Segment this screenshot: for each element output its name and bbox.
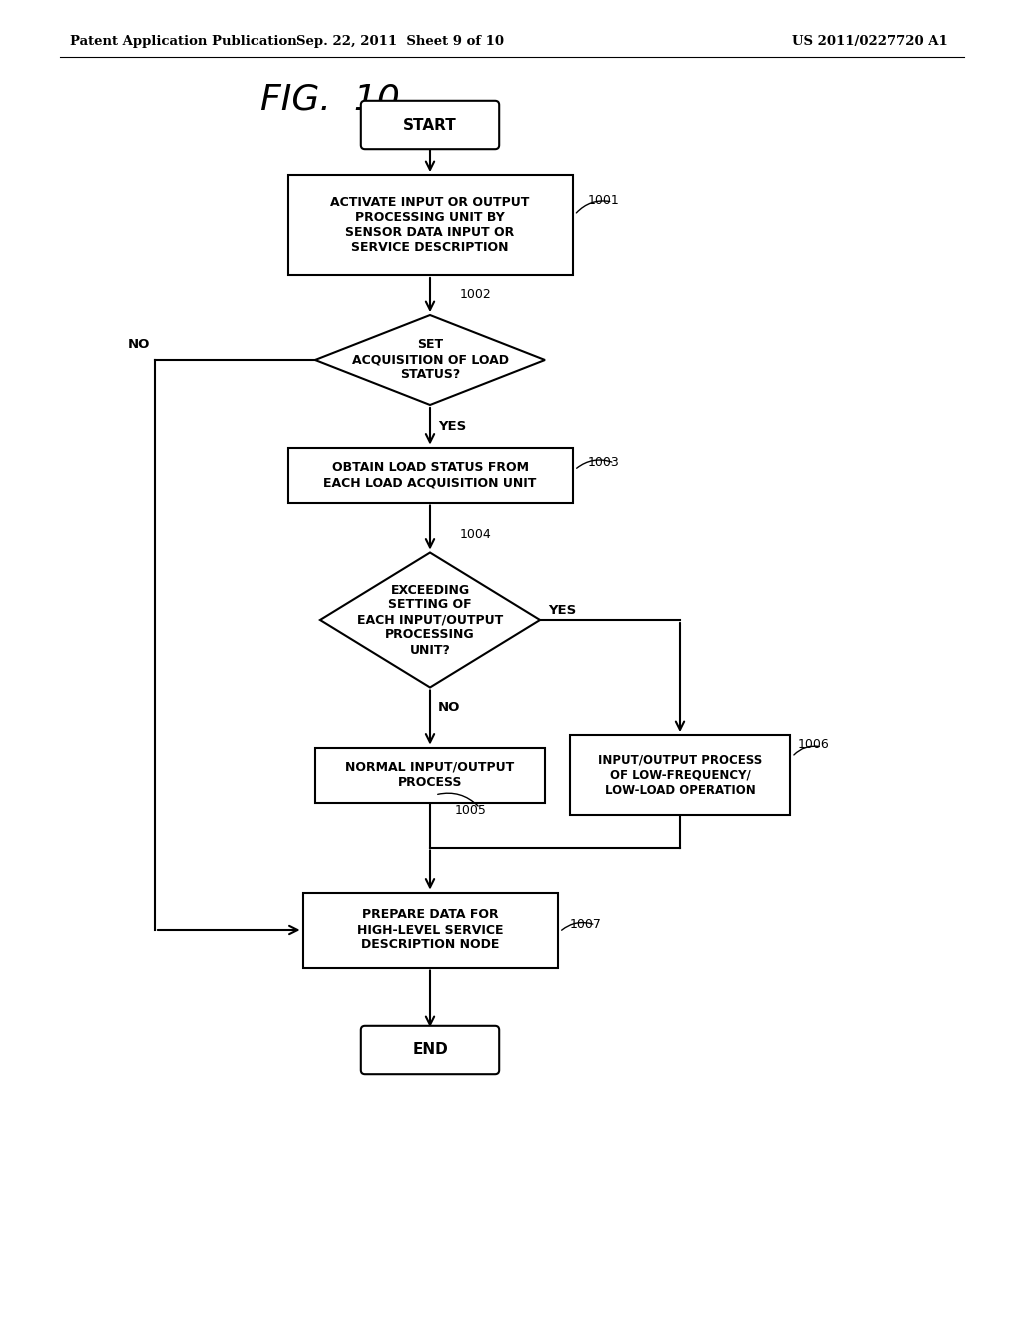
Text: 1006: 1006 bbox=[798, 738, 829, 751]
Text: 1002: 1002 bbox=[460, 289, 492, 301]
Bar bbox=[288, 447, 572, 503]
Text: START: START bbox=[403, 117, 457, 132]
Text: NO: NO bbox=[438, 701, 461, 714]
Bar bbox=[302, 892, 557, 968]
Bar bbox=[570, 735, 790, 814]
Text: SET
ACQUISITION OF LOAD
STATUS?: SET ACQUISITION OF LOAD STATUS? bbox=[351, 338, 509, 381]
Text: PREPARE DATA FOR
HIGH-LEVEL SERVICE
DESCRIPTION NODE: PREPARE DATA FOR HIGH-LEVEL SERVICE DESC… bbox=[356, 908, 503, 952]
Text: US 2011/0227720 A1: US 2011/0227720 A1 bbox=[793, 36, 948, 49]
Bar bbox=[288, 176, 572, 275]
Text: 1001: 1001 bbox=[588, 194, 620, 206]
FancyBboxPatch shape bbox=[360, 100, 500, 149]
Text: END: END bbox=[412, 1043, 447, 1057]
Text: NO: NO bbox=[128, 338, 150, 351]
Text: OBTAIN LOAD STATUS FROM
EACH LOAD ACQUISITION UNIT: OBTAIN LOAD STATUS FROM EACH LOAD ACQUIS… bbox=[324, 461, 537, 488]
Text: Sep. 22, 2011  Sheet 9 of 10: Sep. 22, 2011 Sheet 9 of 10 bbox=[296, 36, 504, 49]
Text: YES: YES bbox=[438, 420, 466, 433]
FancyBboxPatch shape bbox=[360, 1026, 500, 1074]
Polygon shape bbox=[315, 315, 545, 405]
Bar bbox=[315, 747, 545, 803]
Text: NORMAL INPUT/OUTPUT
PROCESS: NORMAL INPUT/OUTPUT PROCESS bbox=[345, 762, 515, 789]
Text: Patent Application Publication: Patent Application Publication bbox=[70, 36, 297, 49]
Text: 1003: 1003 bbox=[588, 457, 620, 470]
Text: FIG.  10: FIG. 10 bbox=[260, 83, 400, 117]
Text: ACTIVATE INPUT OR OUTPUT
PROCESSING UNIT BY
SENSOR DATA INPUT OR
SERVICE DESCRIP: ACTIVATE INPUT OR OUTPUT PROCESSING UNIT… bbox=[331, 195, 529, 253]
Text: 1005: 1005 bbox=[455, 804, 486, 817]
Text: INPUT/OUTPUT PROCESS
OF LOW-FREQUENCY/
LOW-LOAD OPERATION: INPUT/OUTPUT PROCESS OF LOW-FREQUENCY/ L… bbox=[598, 754, 762, 796]
Text: 1004: 1004 bbox=[460, 528, 492, 541]
Text: 1007: 1007 bbox=[569, 919, 601, 932]
Text: EXCEEDING
SETTING OF
EACH INPUT/OUTPUT
PROCESSING
UNIT?: EXCEEDING SETTING OF EACH INPUT/OUTPUT P… bbox=[357, 583, 503, 656]
Text: YES: YES bbox=[548, 603, 577, 616]
Polygon shape bbox=[319, 553, 540, 688]
